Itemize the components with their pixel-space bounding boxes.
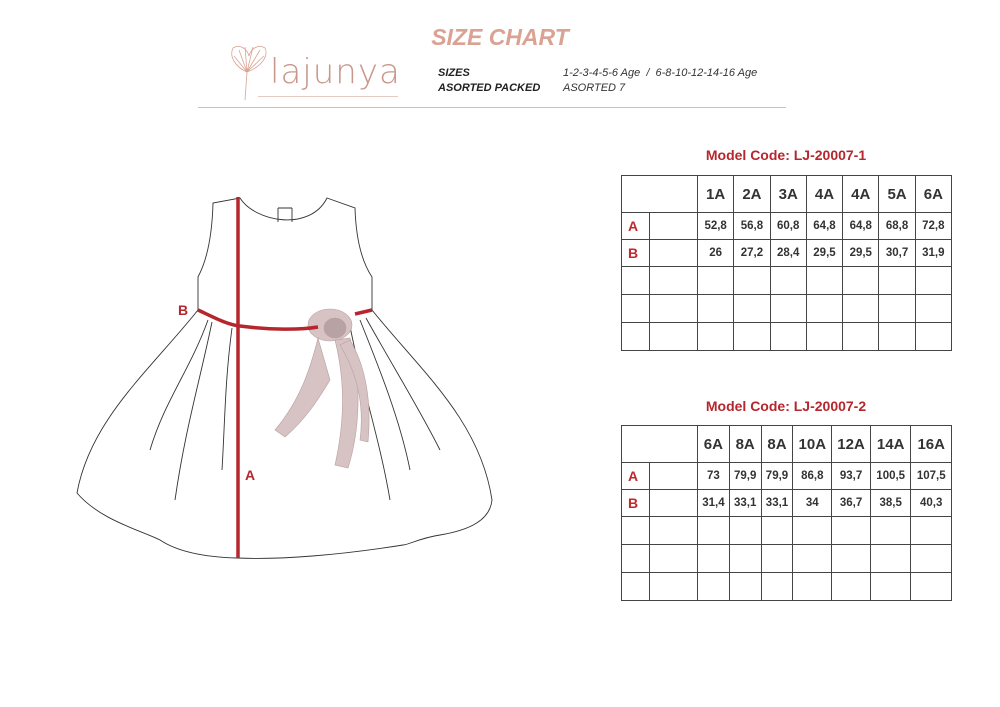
row-label: A [621, 212, 650, 240]
cell: 72,8 [914, 212, 953, 240]
dress-diagram: B A [76, 197, 493, 559]
cell: 64,8 [805, 212, 844, 240]
row-label: B [621, 489, 650, 517]
table-row: A 52,8 56,8 60,8 64,8 64,8 68,8 72,8 [621, 212, 953, 240]
page-title: SIZE CHART [431, 24, 569, 50]
cell: 33,1 [728, 489, 762, 517]
size-header: 6A [914, 175, 953, 213]
size-header: 14A [869, 425, 912, 463]
packed-label: ASORTED PACKED [438, 82, 541, 94]
model-code-2: Model Code: LJ-20007-2 [705, 398, 867, 414]
size-header: 4A [805, 175, 844, 213]
empty-row [621, 572, 952, 601]
size-header: 5A [878, 175, 916, 213]
cell: 27,2 [733, 239, 771, 267]
cell: 34 [792, 489, 833, 517]
cell: 40,3 [910, 489, 952, 517]
empty-row [621, 294, 953, 323]
sizes-label: SIZES [438, 67, 470, 79]
cell: 31,4 [697, 489, 730, 517]
size-table-1: 1A 2A 3A 4A 4A 5A 6A A 52,8 56,8 60,8 64… [621, 175, 953, 351]
measure-b-line [197, 308, 373, 331]
cell: 52,8 [696, 212, 735, 240]
row-label: B [621, 239, 650, 267]
cell: 26 [696, 239, 735, 267]
label-a: A [245, 467, 255, 483]
model-code-1: Model Code: LJ-20007-1 [705, 147, 867, 163]
size-header: 2A [733, 175, 771, 213]
logo-underline [258, 96, 398, 97]
label-b: B [178, 302, 188, 318]
table-row: A 73 79,9 79,9 86,8 93,7 100,5 107,5 [621, 462, 952, 490]
packed-value: ASORTED 7 [563, 82, 626, 94]
cell: 100,5 [869, 462, 912, 490]
cell: 36,7 [831, 489, 871, 517]
size-header: 12A [831, 425, 871, 463]
size-header: 1A [696, 175, 735, 213]
cell: 64,8 [842, 212, 880, 240]
cell: 28,4 [769, 239, 807, 267]
cell: 68,8 [878, 212, 916, 240]
size-header: 3A [769, 175, 807, 213]
cell: 60,8 [769, 212, 807, 240]
cell: 56,8 [733, 212, 771, 240]
size-header: 8A [728, 425, 762, 463]
cell: 79,9 [728, 462, 762, 490]
table-row: B 31,4 33,1 33,1 34 36,7 38,5 40,3 [621, 489, 952, 517]
empty-row [621, 322, 953, 351]
cell: 33,1 [760, 489, 794, 517]
cell: 93,7 [831, 462, 871, 490]
cell: 73 [697, 462, 730, 490]
cell: 29,5 [805, 239, 844, 267]
ginkgo-logo-icon [231, 46, 267, 101]
cell: 38,5 [869, 489, 912, 517]
table-header-row: 6A 8A 8A 10A 12A 14A 16A [621, 425, 952, 463]
dress-outline [76, 197, 493, 559]
empty-row [621, 544, 952, 573]
cell: 29,5 [842, 239, 880, 267]
size-table-2: 6A 8A 8A 10A 12A 14A 16A A 73 79,9 79,9 … [621, 425, 952, 601]
back-placket [277, 207, 293, 222]
table-header-row: 1A 2A 3A 4A 4A 5A 6A [621, 175, 953, 213]
cell: 107,5 [910, 462, 952, 490]
cell: 79,9 [760, 462, 794, 490]
cell: 86,8 [792, 462, 833, 490]
cell: 31,9 [914, 239, 953, 267]
empty-row [621, 266, 953, 295]
empty-row [621, 516, 952, 545]
size-header: 10A [792, 425, 833, 463]
size-header: 8A [760, 425, 794, 463]
size-header: 16A [910, 425, 952, 463]
measurement-lines [197, 197, 373, 558]
size-header: 6A [697, 425, 730, 463]
brand-logo: lajunya [270, 52, 401, 92]
sizes-value: 1-2-3-4-5-6 Age / 6-8-10-12-14-16 Age [563, 67, 758, 79]
row-label: A [621, 462, 650, 490]
flower-bow-icon [274, 308, 370, 469]
size-header: 4A [842, 175, 880, 213]
table-row: B 26 27,2 28,4 29,5 29,5 30,7 31,9 [621, 239, 953, 267]
cell: 30,7 [878, 239, 916, 267]
header-divider [198, 107, 786, 108]
